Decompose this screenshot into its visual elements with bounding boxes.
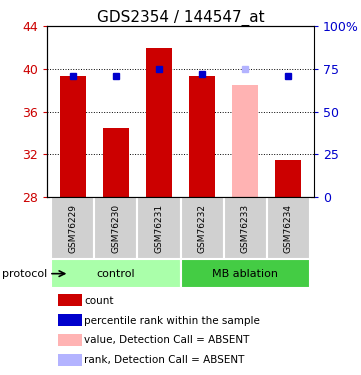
Bar [189, 76, 215, 197]
Bar [146, 48, 172, 197]
Text: protocol: protocol [2, 268, 47, 279]
Bar [58, 334, 82, 346]
Bar [58, 314, 82, 326]
Bar [103, 128, 129, 197]
Text: GSM76232: GSM76232 [197, 204, 206, 253]
Text: GSM76229: GSM76229 [68, 204, 77, 253]
Bar [223, 197, 267, 260]
Bar [232, 85, 258, 197]
Text: percentile rank within the sample: percentile rank within the sample [84, 315, 260, 326]
Text: count: count [84, 296, 114, 306]
Bar [275, 159, 301, 197]
Bar [51, 260, 180, 288]
Bar [58, 354, 82, 366]
Bar [180, 260, 310, 288]
Text: GSM76231: GSM76231 [155, 204, 164, 253]
Text: control: control [96, 268, 135, 279]
Text: GSM76230: GSM76230 [112, 204, 120, 253]
Bar [58, 294, 82, 306]
Title: GDS2354 / 144547_at: GDS2354 / 144547_at [97, 10, 264, 26]
Bar [267, 197, 310, 260]
Text: rank, Detection Call = ABSENT: rank, Detection Call = ABSENT [84, 356, 245, 365]
Bar [138, 197, 180, 260]
Text: GSM76233: GSM76233 [241, 204, 249, 253]
Text: GSM76234: GSM76234 [284, 204, 293, 253]
Bar [51, 197, 94, 260]
Bar [180, 197, 223, 260]
Text: value, Detection Call = ABSENT: value, Detection Call = ABSENT [84, 335, 250, 345]
Bar [94, 197, 138, 260]
Text: MB ablation: MB ablation [212, 268, 278, 279]
Bar [60, 76, 86, 197]
